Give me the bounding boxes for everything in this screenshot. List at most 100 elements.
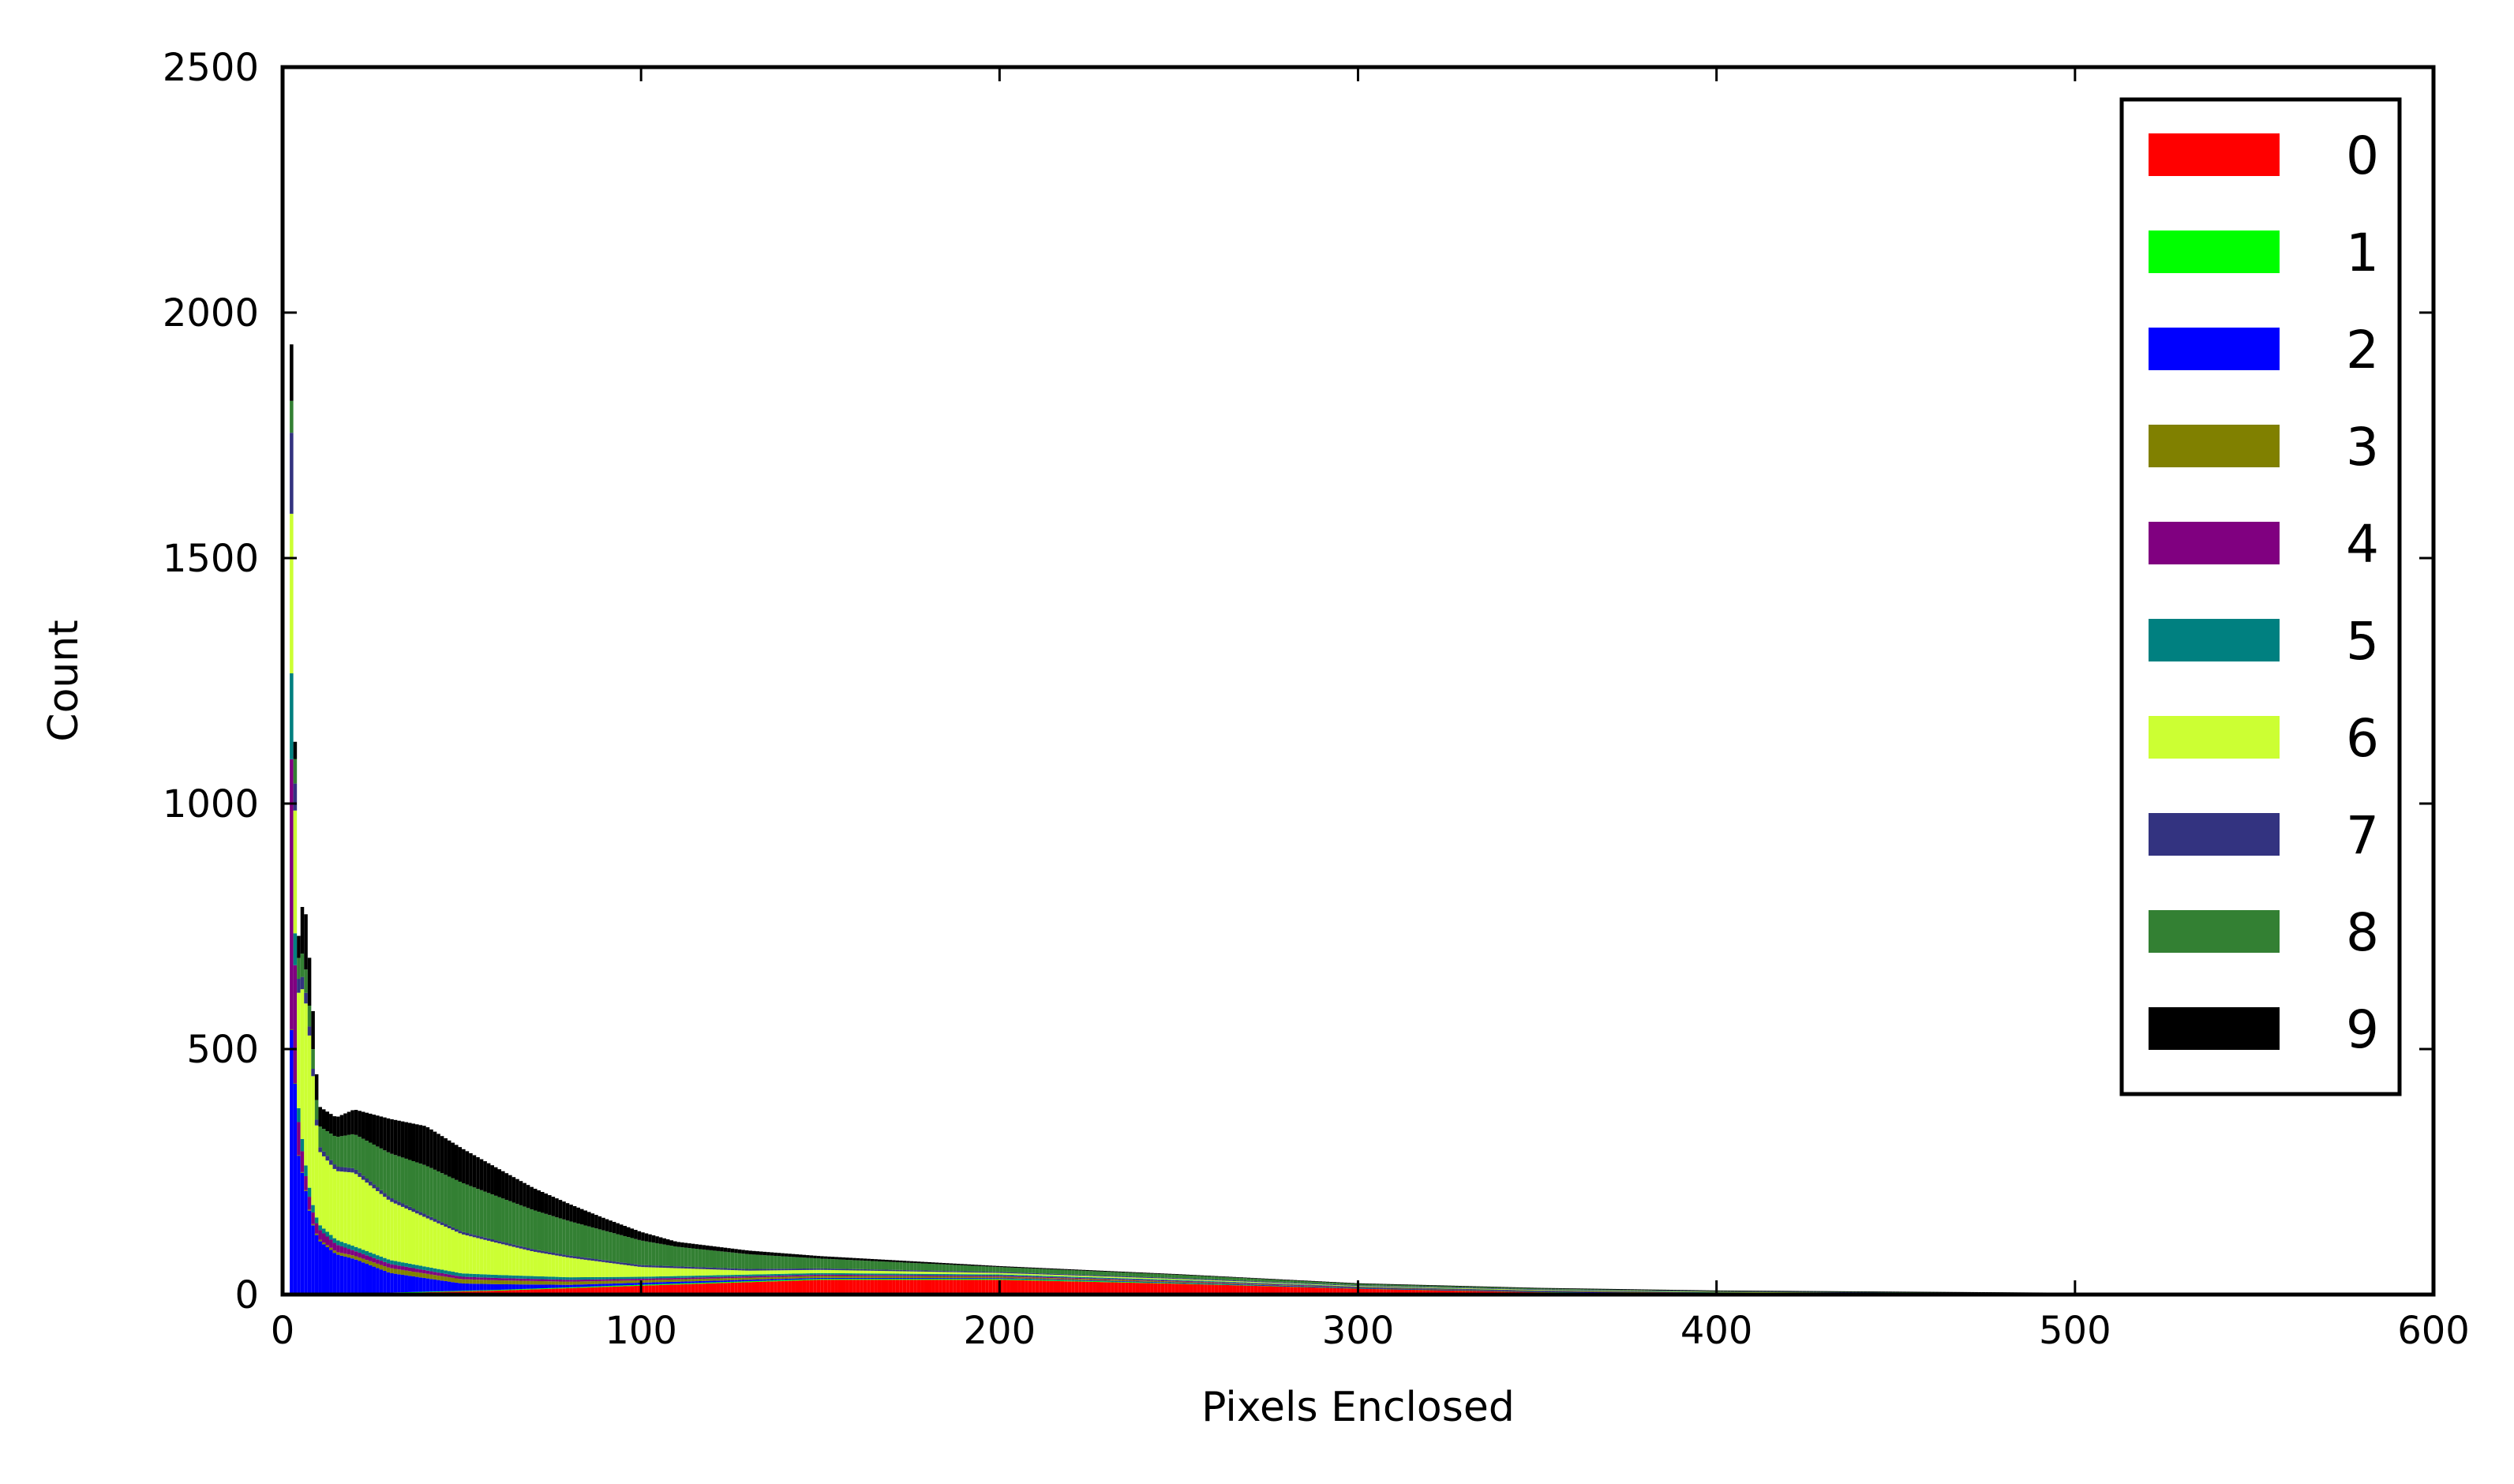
bar-segment-series-1 [619, 1285, 624, 1287]
bar-segment-series-6 [655, 1267, 659, 1277]
bar-segment-series-7 [1025, 1272, 1028, 1274]
bar-segment-series-9 [332, 1116, 337, 1136]
bar-segment-series-8 [1422, 1285, 1426, 1287]
bar-segment-series-3 [332, 1250, 337, 1254]
bar-segment-series-3 [508, 1280, 512, 1285]
bar-segment-series-8 [1418, 1285, 1423, 1287]
bar-segment-series-2 [1516, 1291, 1519, 1292]
bar-segment-series-9 [1845, 1291, 1849, 1292]
bar-segment-series-4 [486, 1277, 491, 1280]
bar-segment-series-5 [1472, 1288, 1477, 1290]
bar-segment-series-1 [1246, 1284, 1251, 1286]
bar-segment-series-9 [1064, 1269, 1068, 1270]
bar-segment-series-0 [637, 1285, 642, 1295]
bar-segment-series-4 [1669, 1291, 1674, 1293]
bar-segment-series-5 [1691, 1291, 1695, 1293]
bar-segment-series-3 [1351, 1287, 1354, 1288]
bar-segment-series-8 [1544, 1288, 1549, 1290]
bar-segment-series-0 [985, 1280, 989, 1295]
bar-segment-series-4 [1404, 1287, 1409, 1289]
bar-segment-series-9 [648, 1234, 652, 1242]
bar-segment-series-4 [791, 1275, 796, 1277]
bar-segment-series-2 [888, 1277, 893, 1280]
bar-segment-series-9 [1390, 1284, 1394, 1285]
bar-segment-series-3 [995, 1276, 1000, 1279]
bar-segment-series-3 [791, 1276, 796, 1279]
bar-segment-series-5 [486, 1274, 491, 1278]
bar-segment-series-0 [806, 1280, 810, 1295]
bar-segment-series-5 [297, 1107, 301, 1122]
bar-segment-series-9 [1182, 1274, 1186, 1276]
bar-segment-series-9 [1322, 1281, 1326, 1283]
bar-segment-series-0 [992, 1280, 996, 1295]
bar-segment-series-6 [314, 1125, 319, 1218]
bar-segment-series-8 [444, 1175, 448, 1224]
bar-segment-series-8 [1204, 1276, 1208, 1280]
bar-segment-series-7 [799, 1269, 803, 1270]
bar-segment-series-7 [1730, 1291, 1735, 1292]
bar-segment-series-2 [601, 1284, 605, 1287]
bar-segment-series-0 [949, 1280, 954, 1295]
bar-segment-series-6 [809, 1269, 814, 1274]
bar-segment-series-9 [1246, 1277, 1251, 1279]
bar-segment-series-7 [1132, 1276, 1136, 1278]
bar-segment-series-6 [1283, 1283, 1287, 1284]
bar-segment-series-9 [698, 1244, 702, 1250]
bar-segment-series-2 [920, 1278, 924, 1280]
bar-segment-series-2 [1569, 1291, 1573, 1293]
bar-segment-series-5 [1325, 1285, 1330, 1287]
bar-segment-series-1 [548, 1287, 552, 1289]
bar-segment-series-6 [702, 1269, 706, 1276]
bar-segment-series-4 [1053, 1277, 1057, 1279]
bar-segment-series-9 [877, 1259, 882, 1261]
bar-segment-series-9 [1519, 1287, 1523, 1288]
bar-segment-series-8 [691, 1248, 695, 1268]
bar-segment-series-8 [1620, 1289, 1624, 1291]
bar-segment-series-8 [1397, 1284, 1401, 1287]
bar-segment-series-6 [1530, 1289, 1534, 1291]
bar-segment-series-2 [415, 1276, 419, 1292]
bar-segment-series-7 [1792, 1291, 1796, 1293]
bar-segment-series-3 [555, 1281, 559, 1285]
bar-segment-series-4 [1397, 1287, 1401, 1289]
bar-segment-series-2 [1576, 1291, 1581, 1293]
bar-segment-series-8 [1276, 1280, 1279, 1283]
bar-segment-series-5 [978, 1274, 982, 1276]
bar-segment-series-8 [946, 1265, 950, 1272]
bar-segment-series-2 [1178, 1282, 1182, 1284]
bar-segment-series-2 [953, 1278, 957, 1280]
bar-segment-series-5 [953, 1274, 957, 1276]
bar-segment-series-2 [741, 1280, 745, 1282]
bar-segment-series-7 [1698, 1291, 1703, 1292]
bar-segment-series-2 [1225, 1284, 1229, 1285]
bar-segment-series-2 [397, 1274, 401, 1293]
bar-segment-series-4 [1386, 1287, 1391, 1288]
bar-segment-series-1 [895, 1279, 900, 1280]
bar-segment-series-3 [390, 1268, 394, 1273]
bar-segment-series-5 [508, 1275, 512, 1279]
bar-segment-series-7 [942, 1270, 946, 1272]
bar-segment-series-9 [1881, 1291, 1886, 1292]
bar-segment-series-3 [1032, 1277, 1036, 1280]
bar-segment-series-0 [1411, 1289, 1416, 1295]
bar-segment-series-3 [1411, 1288, 1416, 1290]
bar-segment-series-5 [1390, 1287, 1394, 1288]
bar-segment-series-9 [1806, 1291, 1810, 1292]
bar-segment-series-6 [1351, 1285, 1354, 1287]
bar-segment-series-0 [751, 1282, 756, 1295]
bar-segment-series-4 [623, 1279, 627, 1281]
bar-segment-series-9 [809, 1255, 814, 1258]
bar-segment-series-0 [1429, 1290, 1433, 1295]
bar-segment-series-8 [662, 1244, 666, 1266]
bar-segment-series-0 [1343, 1288, 1347, 1295]
bar-segment-series-1 [1071, 1280, 1075, 1282]
bar-segment-series-3 [1429, 1288, 1433, 1290]
bar-segment-series-9 [680, 1242, 684, 1248]
bar-segment-series-5 [727, 1275, 731, 1277]
bar-segment-series-7 [379, 1190, 384, 1194]
bar-segment-series-4 [1074, 1277, 1079, 1279]
bar-segment-series-3 [343, 1254, 347, 1257]
bar-segment-series-1 [1132, 1282, 1136, 1284]
bar-segment-series-4 [515, 1278, 519, 1281]
bar-segment-series-8 [1253, 1278, 1258, 1282]
